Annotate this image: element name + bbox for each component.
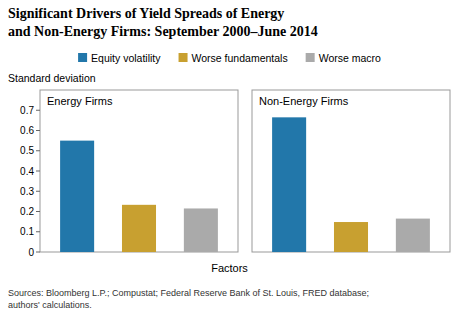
- legend-item: Worse macro: [306, 52, 381, 64]
- y-tick: [36, 171, 40, 172]
- title-line: Significant Drivers of Yield Spreads of …: [8, 6, 284, 21]
- x-axis-label: Factors: [211, 262, 248, 274]
- legend-swatch: [78, 53, 87, 62]
- y-tick-label: 0.4: [20, 166, 34, 177]
- bar: [272, 117, 306, 252]
- y-tick-label: 0.1: [20, 226, 34, 237]
- bar: [334, 222, 368, 252]
- plot-frame: [40, 90, 238, 252]
- legend-item: Equity volatility: [78, 52, 161, 64]
- y-tick: [36, 252, 40, 253]
- legend-label: Worse macro: [319, 52, 381, 64]
- bar: [184, 208, 218, 252]
- y-tick-label: 0.2: [20, 206, 34, 217]
- y-tick-label: 0.7: [20, 105, 34, 116]
- source-note-line: Sources: Bloomberg L.P.; Compustat; Fede…: [8, 288, 369, 298]
- source-note: Sources: Bloomberg L.P.; Compustat; Fede…: [8, 288, 369, 310]
- bar: [396, 219, 430, 252]
- y-tick-label: 0.3: [20, 186, 34, 197]
- title-line: and Non-Energy Firms: September 2000–Jun…: [8, 24, 318, 39]
- legend-label: Equity volatility: [91, 52, 161, 64]
- panel-label: Non-Energy Firms: [259, 95, 349, 107]
- bars: [272, 117, 430, 252]
- source-note-line: authors' calculations.: [8, 300, 92, 310]
- bars: [60, 141, 218, 252]
- y-tick: [36, 150, 40, 151]
- title: Significant Drivers of Yield Spreads of …: [8, 6, 318, 39]
- y-axis-label: Standard deviation: [8, 72, 96, 84]
- bar: [122, 205, 156, 252]
- y-tick-label: 0.5: [20, 145, 34, 156]
- plot-frame: [252, 90, 450, 252]
- panel-label: Energy Firms: [47, 95, 113, 107]
- legend-swatch: [306, 53, 315, 62]
- legend: Equity volatility Worse fundamentals Worse…: [78, 52, 381, 64]
- legend-item: Worse fundamentals: [179, 52, 288, 64]
- y-tick: [36, 110, 40, 111]
- bar: [60, 141, 94, 252]
- legend-swatch: [179, 53, 188, 62]
- y-tick: [36, 191, 40, 192]
- y-tick: [36, 231, 40, 232]
- y-tick-label: 0.6: [20, 125, 34, 136]
- y-tick: [36, 211, 40, 212]
- legend-label: Worse fundamentals: [192, 52, 288, 64]
- y-tick-label: 0: [28, 247, 34, 258]
- y-tick: [36, 130, 40, 131]
